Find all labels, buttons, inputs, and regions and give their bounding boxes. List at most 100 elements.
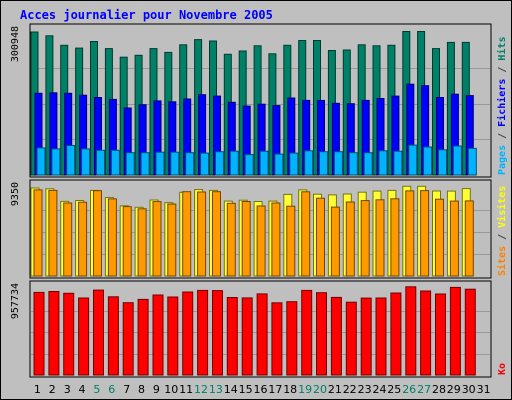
bar-sites-24 xyxy=(375,199,385,277)
bar-pages-25 xyxy=(393,150,403,176)
x-tick-label-27: 27 xyxy=(417,383,431,396)
bar-pages-20 xyxy=(319,151,328,176)
bar-ko-30 xyxy=(464,288,476,376)
bar-sites-18 xyxy=(286,205,296,277)
panel-top: 300948 Pages / Fichiers / Hits xyxy=(10,23,508,178)
bar-ko-13 xyxy=(212,290,223,376)
bar-pages-19 xyxy=(304,150,314,176)
bar-sites-11 xyxy=(182,191,192,277)
bar-ko-7 xyxy=(122,302,134,376)
bar-sites-21 xyxy=(330,206,340,277)
x-tick-label-14: 14 xyxy=(224,383,238,396)
x-tick-label-15: 15 xyxy=(239,383,253,396)
bar-ko-2 xyxy=(48,291,60,376)
x-tick-label-21: 21 xyxy=(328,383,342,396)
bar-sites-1 xyxy=(33,189,43,277)
bar-sites-12 xyxy=(197,191,207,277)
bar-pages-3 xyxy=(66,145,76,176)
bar-sites-6 xyxy=(107,198,117,277)
panel-legend-labels: Sites / Visites xyxy=(496,186,508,276)
bar-sites-13 xyxy=(212,191,221,277)
bar-pages-23 xyxy=(363,152,373,176)
bar-ko-11 xyxy=(182,291,194,376)
bar-pages-29 xyxy=(452,145,462,176)
bar-sites-23 xyxy=(360,200,370,277)
bar-sites-5 xyxy=(93,190,102,277)
bar-pages-7 xyxy=(125,152,135,176)
bar-ko-25 xyxy=(390,292,402,376)
bar-pages-12 xyxy=(200,152,210,176)
legend-label: Visites xyxy=(496,186,508,228)
bar-sites-14 xyxy=(226,202,236,277)
bar-ko-28 xyxy=(435,293,446,376)
bar-sites-8 xyxy=(137,208,147,277)
panel-bottom: 957734 Ko xyxy=(10,280,508,378)
bar-pages-17 xyxy=(274,153,284,176)
bar-sites-29 xyxy=(449,200,459,277)
bar-pages-11 xyxy=(185,152,195,176)
panel-max-label: 9350 xyxy=(10,182,21,206)
bar-pages-2 xyxy=(51,148,61,176)
x-tick-label-3: 3 xyxy=(64,383,71,396)
bar-sites-26 xyxy=(405,190,415,277)
bar-pages-13 xyxy=(215,151,224,176)
x-tick-label-16: 16 xyxy=(254,383,268,396)
legend-label: Hits xyxy=(496,37,508,61)
bar-ko-10 xyxy=(167,296,179,376)
bar-ko-22 xyxy=(345,301,357,376)
bar-sites-28 xyxy=(435,198,444,277)
bar-ko-21 xyxy=(330,296,342,376)
bar-ko-4 xyxy=(78,297,90,376)
panel-max-label: 300948 xyxy=(10,26,21,62)
bar-pages-4 xyxy=(81,148,91,176)
legend-label: Sites xyxy=(496,246,508,276)
bar-sites-3 xyxy=(63,202,73,277)
bar-sites-4 xyxy=(78,201,88,277)
x-tick-label-31: 31 xyxy=(477,383,491,396)
bar-pages-9 xyxy=(155,151,165,176)
chart-title: Acces journalier pour Novembre 2005 xyxy=(20,8,273,22)
x-tick-label-19: 19 xyxy=(298,383,312,396)
bar-ko-20 xyxy=(316,292,327,376)
x-tick-label-25: 25 xyxy=(387,383,401,396)
bar-sites-25 xyxy=(390,198,400,277)
x-tick-label-29: 29 xyxy=(447,383,461,396)
bar-pages-22 xyxy=(348,152,358,176)
legend-label: Fichiers xyxy=(496,79,508,127)
bar-ko-1 xyxy=(33,291,45,376)
legend-label: Pages xyxy=(497,145,508,175)
x-tick-label-22: 22 xyxy=(343,383,357,396)
bar-ko-5 xyxy=(93,289,104,376)
legend-label: / xyxy=(497,61,508,79)
x-tick-label-8: 8 xyxy=(138,383,145,396)
legend-label: / xyxy=(497,228,508,246)
bar-sites-17 xyxy=(271,202,281,277)
bar-sites-20 xyxy=(316,197,325,277)
x-tick-label-28: 28 xyxy=(432,383,446,396)
x-tick-label-4: 4 xyxy=(79,383,86,396)
x-tick-label-7: 7 xyxy=(123,383,130,396)
bar-pages-5 xyxy=(96,149,105,176)
bar-sites-10 xyxy=(167,203,177,277)
bar-pages-18 xyxy=(289,152,299,176)
legend-label: Ko xyxy=(497,363,508,375)
bar-ko-24 xyxy=(375,297,387,376)
panel-legend-labels: Ko xyxy=(497,363,508,375)
x-tick-label-20: 20 xyxy=(313,383,327,396)
bar-ko-9 xyxy=(152,294,164,376)
bar-pages-16 xyxy=(259,150,269,176)
bar-pages-14 xyxy=(229,150,239,176)
x-tick-label-2: 2 xyxy=(49,383,56,396)
bar-sites-2 xyxy=(48,189,58,277)
bar-sites-7 xyxy=(122,206,132,277)
bar-sites-22 xyxy=(345,201,355,277)
bar-pages-1 xyxy=(36,147,46,176)
bar-ko-19 xyxy=(301,289,313,376)
x-tick-label-18: 18 xyxy=(283,383,297,396)
x-tick-label-12: 12 xyxy=(194,383,208,396)
x-tick-label-13: 13 xyxy=(209,383,223,396)
bar-pages-24 xyxy=(378,150,388,176)
x-tick-label-6: 6 xyxy=(108,383,115,396)
bar-sites-9 xyxy=(152,201,162,277)
